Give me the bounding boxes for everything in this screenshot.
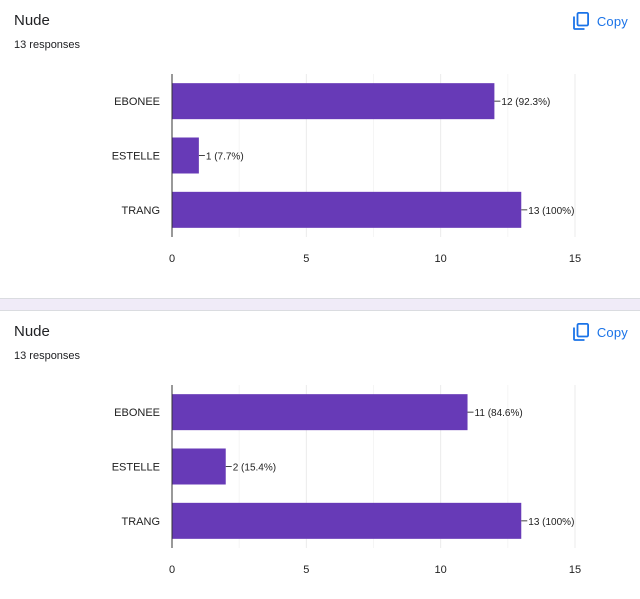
category-label: EBONEE — [114, 407, 160, 419]
response-count: 13 responses — [14, 350, 81, 362]
bar — [172, 448, 226, 485]
chart-card: Nude 13 responses Copy EBONEE 12 (92.3%) E… — [0, 0, 640, 298]
x-tick-label: 5 — [303, 564, 309, 576]
category-label: ESTELLE — [112, 151, 160, 163]
question-title: Nude — [14, 12, 50, 29]
copy-icon — [572, 323, 589, 341]
data-label: 13 (100%) — [528, 206, 574, 217]
x-tick-label: 0 — [169, 253, 175, 265]
data-label: 1 (7.7%) — [206, 152, 244, 163]
chart-card: Nude 13 responses Copy EBONEE 11 (84.6%) E… — [0, 311, 640, 599]
bar — [172, 191, 522, 228]
data-label: 11 (84.6%) — [475, 408, 523, 419]
category-label: EBONEE — [114, 96, 160, 108]
x-tick-label: 15 — [569, 253, 581, 265]
question-title: Nude — [14, 323, 50, 340]
copy-button[interactable]: Copy — [572, 8, 628, 34]
data-label: 13 (100%) — [528, 517, 574, 528]
copy-icon — [572, 12, 589, 30]
x-tick-label: 10 — [435, 564, 447, 576]
category-label: TRANG — [122, 205, 161, 217]
data-label: 2 (15.4%) — [233, 463, 276, 474]
copy-label: Copy — [596, 324, 628, 340]
bar — [172, 502, 522, 539]
copy-button[interactable]: Copy — [572, 319, 628, 345]
card-separator — [0, 298, 640, 311]
bar — [172, 394, 468, 431]
bar — [172, 83, 495, 120]
x-tick-label: 0 — [169, 564, 175, 576]
data-label: 12 (92.3%) — [501, 97, 550, 108]
copy-label: Copy — [596, 13, 628, 29]
x-tick-label: 10 — [435, 253, 447, 265]
category-label: TRANG — [122, 516, 161, 528]
x-tick-label: 5 — [303, 253, 309, 265]
x-tick-label: 15 — [569, 564, 581, 576]
bar-chart: EBONEE 11 (84.6%) ESTELLE 2 (15.4%) TRANG 13 … — [112, 385, 581, 576]
bar — [172, 137, 199, 174]
response-count: 13 responses — [14, 39, 81, 51]
category-label: ESTELLE — [112, 462, 160, 474]
bar-chart: EBONEE 12 (92.3%) ESTELLE 1 (7.7%) TRANG 13 (… — [112, 74, 581, 265]
